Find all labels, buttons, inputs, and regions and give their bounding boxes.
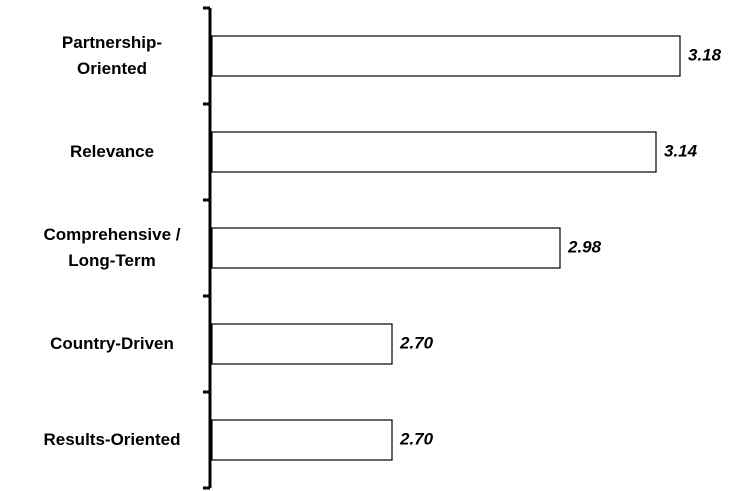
bar — [211, 323, 393, 365]
value-label: 2.98 — [567, 237, 602, 256]
bar — [211, 35, 681, 77]
category-label: Country-Driven — [50, 334, 174, 353]
category-label: Relevance — [69, 142, 155, 161]
value-label: 3.14 — [664, 141, 698, 160]
category-label: Results-Oriented — [43, 430, 181, 449]
category-label: Partnership- Oriented — [61, 33, 163, 78]
bar — [211, 227, 561, 269]
value-label: 3.18 — [688, 45, 722, 64]
value-label: 2.70 — [399, 429, 434, 448]
bar — [211, 419, 393, 461]
category-label: Comprehensive / Long-Term — [43, 225, 181, 270]
bar — [211, 131, 657, 173]
value-label: 2.70 — [399, 333, 434, 352]
